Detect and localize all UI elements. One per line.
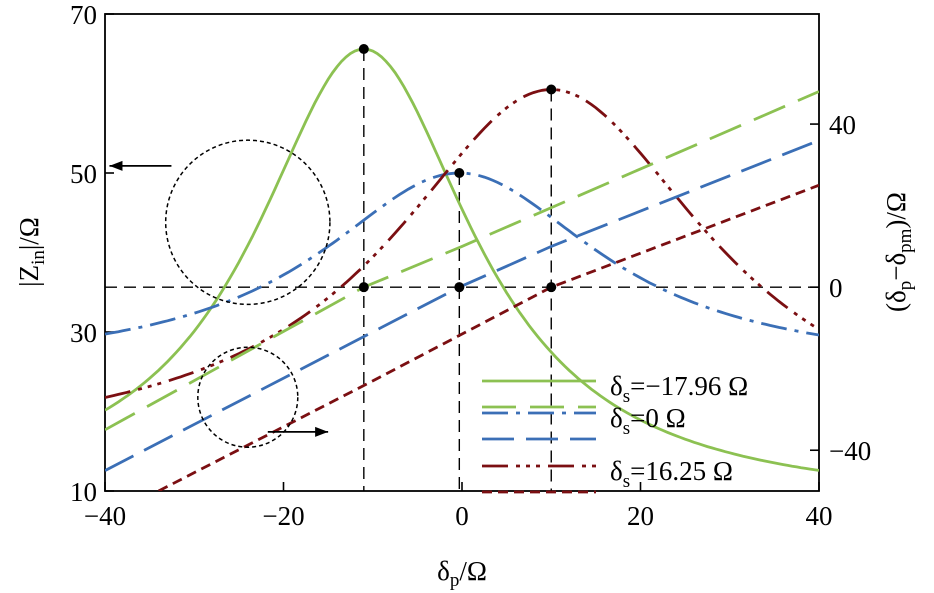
y-right-axis-title: (δp−δpm)/Ω [881,192,916,312]
x-axis-title: δp/Ω [437,556,487,591]
legend-label: δs=16.25 Ω [610,456,733,492]
difference-series-line [157,183,819,491]
annotation-layer [109,139,331,448]
difference-series-line [105,139,819,472]
right-axis-group-circle [197,346,299,448]
series-layer [105,47,819,491]
impedance-series-line [105,171,819,337]
y-left-tick-label: 30 [70,318,97,348]
data-point-marker [358,43,369,54]
arrowhead [109,160,123,171]
y-left-tick-label: 10 [70,477,97,507]
data-point-marker [546,282,557,293]
legend-label: δs=0 Ω [610,403,686,439]
x-tick-label: −20 [262,501,304,531]
y-left-tick-label: 70 [70,0,97,30]
impedance-series-line [105,88,819,399]
legend: δs=−17.96 Ωδs=0 Ω δs=16.25 Ω [482,371,748,494]
data-point-marker [358,282,369,293]
y-left-tick-label: 50 [70,159,97,189]
markers-layer [358,43,557,293]
difference-series-line [105,90,819,432]
y-right-tick-label: 40 [829,110,856,140]
arrowhead [315,426,329,437]
guide-lines-layer [105,48,819,491]
legend-label: δs=−17.96 Ω [610,371,748,407]
x-tick-label: 20 [627,501,654,531]
data-point-marker [454,168,465,178]
data-point-marker [454,282,465,293]
data-point-marker [546,84,557,95]
left-axis-group-circle [164,139,331,306]
plot-frame [104,13,820,492]
y-left-axis-title: |Zin|/Ω [14,217,49,287]
y-right-tick-label: −40 [829,436,871,466]
y-right-tick-label: 0 [829,273,843,303]
ticks-layer: −40 −20 0 20 40 10 30 50 70 −40 0 40 [70,0,871,531]
x-tick-label: −40 [84,501,126,531]
x-tick-label: 40 [806,501,833,531]
impedance-series-line [105,47,819,472]
x-tick-label: 0 [455,501,469,531]
